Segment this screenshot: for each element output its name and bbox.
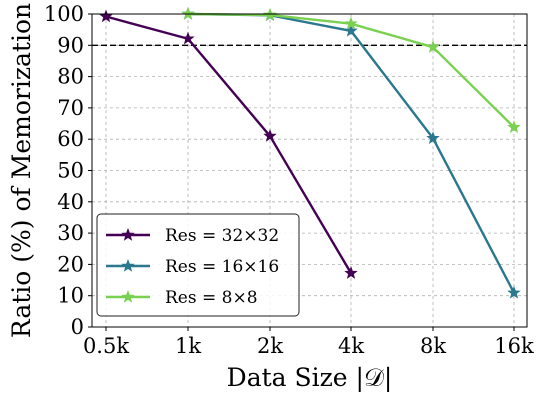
series-layer (99, 6, 521, 299)
y-tick-label: 0 (71, 315, 84, 339)
legend-marker-0 (121, 227, 135, 241)
data-point-0-0 (99, 9, 113, 23)
data-point-0-2 (263, 129, 277, 142)
data-point-0-1 (181, 31, 195, 45)
y-tick-label: 100 (44, 2, 84, 26)
y-tick-label: 70 (57, 96, 84, 120)
data-point-1-4 (426, 131, 440, 144)
legend: Res = 32×32 Res = 16×16 Res = 8×8 (96, 213, 300, 317)
y-tick-label: 40 (57, 190, 84, 214)
data-point-2-1 (181, 6, 195, 20)
axis-ticks: 0.5k 1k 2k 4k 8k 16k 0 10 20 30 40 50 60 70 80 90 100 (44, 2, 534, 358)
y-tick-label: 90 (57, 33, 84, 57)
x-tick-label: 16k (494, 334, 534, 358)
x-tick-label: 8k (420, 334, 446, 358)
x-tick-label: 1k (175, 334, 201, 358)
legend-label-0: Res = 32×32 (165, 226, 279, 246)
y-tick-label: 50 (57, 159, 84, 183)
y-tick-label: 30 (57, 221, 84, 245)
legend-box (96, 213, 300, 317)
series-0 (99, 9, 358, 279)
data-point-1-5 (507, 285, 521, 299)
data-point-2-4 (426, 40, 440, 53)
data-point-0-3 (344, 266, 358, 279)
x-tick-label: 4k (338, 334, 364, 358)
legend-marker-2 (121, 289, 135, 303)
x-axis-label: Data Size |𝒟| (227, 363, 393, 393)
legend-label-1: Res = 16×16 (165, 257, 279, 277)
y-axis-label: Ratio (%) of Memorization (7, 3, 36, 338)
data-point-2-3 (344, 16, 358, 30)
y-tick-label: 80 (57, 65, 84, 89)
x-tick-label: 0.5k (83, 334, 129, 358)
y-tick-label: 60 (57, 127, 84, 151)
y-tick-label: 20 (57, 252, 84, 276)
x-tick-label: 2k (257, 334, 283, 358)
data-point-1-3 (344, 23, 358, 37)
legend-label-2: Res = 8×8 (165, 288, 258, 308)
legend-marker-1 (121, 258, 135, 272)
y-tick-label: 10 (57, 284, 84, 308)
series-line-0 (105, 15, 353, 274)
data-point-2-5 (507, 120, 521, 134)
